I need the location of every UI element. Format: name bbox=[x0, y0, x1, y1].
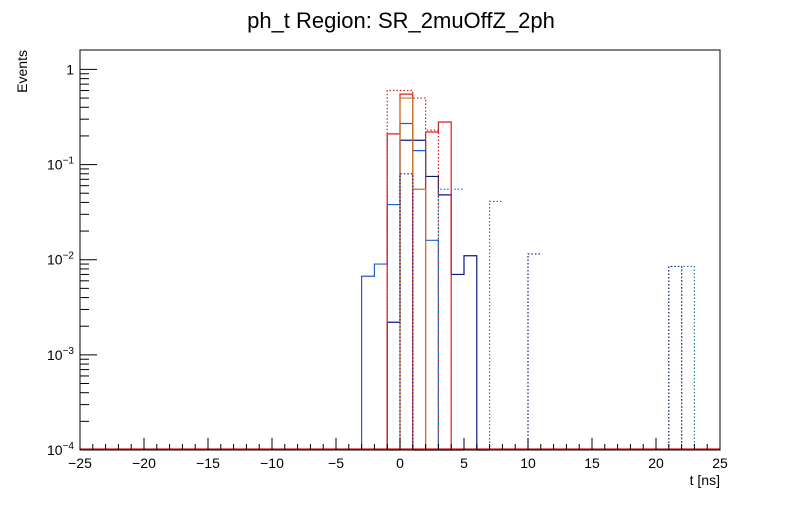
y-axis-label: Events bbox=[14, 50, 30, 93]
x-tick-label: 20 bbox=[648, 455, 664, 471]
x-tick-label: −15 bbox=[196, 455, 220, 471]
x-tick-label: −5 bbox=[328, 455, 344, 471]
x-tick-label: 5 bbox=[460, 455, 468, 471]
x-tick-label: 10 bbox=[520, 455, 536, 471]
y-tick-label: 10−3 bbox=[47, 346, 74, 363]
x-tick-label: 0 bbox=[396, 455, 404, 471]
y-tick-label: 1 bbox=[66, 61, 74, 77]
y-tick-label: 10−4 bbox=[47, 441, 74, 458]
series-dotted-red bbox=[374, 89, 452, 451]
x-tick-label: 25 bbox=[712, 455, 728, 471]
x-tick-label: −10 bbox=[260, 455, 284, 471]
y-axis-ticks: 10−4 10−3 10−2 10−1 1 bbox=[47, 61, 97, 458]
y-tick-label: 10−1 bbox=[47, 156, 74, 173]
series-dotted-teal bbox=[437, 188, 695, 450]
x-axis-ticks: −25 −20 −15 −10 −5 0 5 10 15 20 25 bbox=[68, 438, 728, 471]
y-tick-label: 10−2 bbox=[47, 251, 74, 268]
chart-title: ph_t Region: SR_2muOffZ_2ph bbox=[247, 8, 555, 33]
x-axis-label: t [ns] bbox=[690, 472, 720, 488]
series-solid-orange bbox=[387, 97, 439, 451]
x-tick-label: −25 bbox=[68, 455, 92, 471]
x-tick-label: 15 bbox=[584, 455, 600, 471]
x-tick-label: −20 bbox=[132, 455, 156, 471]
